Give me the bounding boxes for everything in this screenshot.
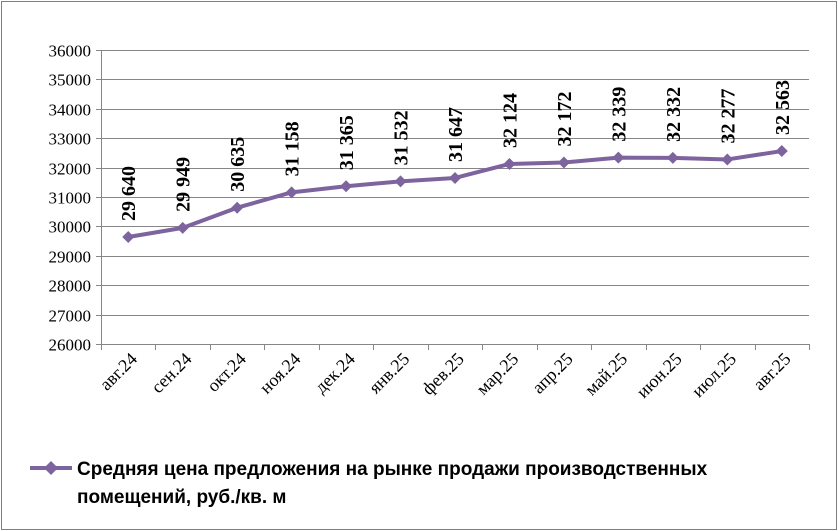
- data-label-8: 32 172: [554, 92, 576, 147]
- data-point-12: [775, 145, 788, 158]
- data-label-6: 31 647: [445, 107, 467, 162]
- x-tick-label-9: май.25: [581, 349, 631, 399]
- y-tick-label-1: 27000: [49, 307, 92, 326]
- y-tick-label-4: 30000: [49, 218, 92, 237]
- x-tick-label-6: фев.25: [418, 349, 468, 399]
- y-tick-label-5: 31000: [49, 189, 92, 208]
- data-point-0: [122, 230, 135, 243]
- x-tick-label-12: авг.25: [749, 349, 794, 394]
- data-point-5: [394, 175, 407, 188]
- data-point-9: [612, 151, 625, 164]
- x-tick-label-5: янв.25: [365, 349, 414, 398]
- y-tick-label-2: 28000: [49, 277, 92, 296]
- x-axis: [101, 50, 810, 350]
- x-tick-label-3: ноя.24: [256, 349, 305, 398]
- y-tick-label-8: 34000: [49, 101, 92, 120]
- series-markers: [122, 145, 788, 243]
- legend-label-line-1: Средняя цена предложения на рынке продаж…: [77, 459, 708, 480]
- x-tick-label-4: дек.24: [311, 349, 359, 397]
- data-label-5: 31 532: [391, 110, 413, 165]
- data-label-12: 32 563: [772, 80, 794, 135]
- y-tick-label-6: 32000: [49, 160, 92, 179]
- data-label-10: 32 332: [663, 87, 685, 142]
- data-point-8: [557, 156, 570, 169]
- data-label-11: 32 277: [717, 88, 739, 143]
- data-label-7: 32 124: [499, 93, 521, 148]
- data-point-11: [721, 153, 734, 166]
- data-label-0: 29 640: [118, 166, 140, 221]
- data-label-4: 31 365: [336, 115, 358, 170]
- data-point-2: [231, 201, 244, 214]
- y-axis-ticks: 26000 27000 28000 29000 30000 31000 32000 33000…: [49, 42, 92, 355]
- data-label-1: 29 949: [173, 157, 195, 212]
- x-tick-label-0: авг.24: [96, 349, 141, 394]
- x-tick-label-10: июн.25: [632, 349, 685, 402]
- y-tick-label-9: 35000: [49, 71, 92, 90]
- data-point-3: [285, 186, 298, 199]
- y-tick-label-10: 36000: [49, 42, 92, 61]
- data-point-1: [176, 221, 189, 234]
- data-labels: 29 640 29 949 30 635 31 158 31 365 31 532 31 6…: [118, 80, 794, 221]
- y-tick-label-7: 33000: [49, 130, 92, 149]
- data-label-9: 32 339: [608, 87, 630, 142]
- x-tick-label-11: июл.25: [688, 349, 740, 401]
- x-axis-ticks: авг.24 сен.24 окт.24 ноя.24 дек.24 янв.25 фев.…: [96, 349, 795, 402]
- data-point-7: [503, 157, 516, 170]
- x-tick-label-1: сен.24: [147, 349, 195, 397]
- legend-marker-swatch: [44, 461, 58, 475]
- data-point-4: [340, 180, 353, 193]
- y-tick-label-3: 29000: [49, 248, 92, 267]
- data-label-3: 31 158: [282, 121, 304, 176]
- data-label-2: 30 635: [227, 137, 249, 192]
- data-point-6: [449, 171, 461, 184]
- x-tick-label-8: апр.25: [528, 349, 577, 398]
- legend-label-line-2: помещений, руб./кв. м: [77, 487, 286, 508]
- gridlines: [96, 50, 809, 345]
- x-tick-label-7: мар.25: [472, 349, 522, 399]
- y-tick-label-0: 26000: [49, 336, 92, 355]
- legend: Средняя цена предложения на рынке продаж…: [30, 459, 708, 508]
- data-point-10: [666, 151, 679, 164]
- x-tick-label-2: окт.24: [203, 349, 250, 396]
